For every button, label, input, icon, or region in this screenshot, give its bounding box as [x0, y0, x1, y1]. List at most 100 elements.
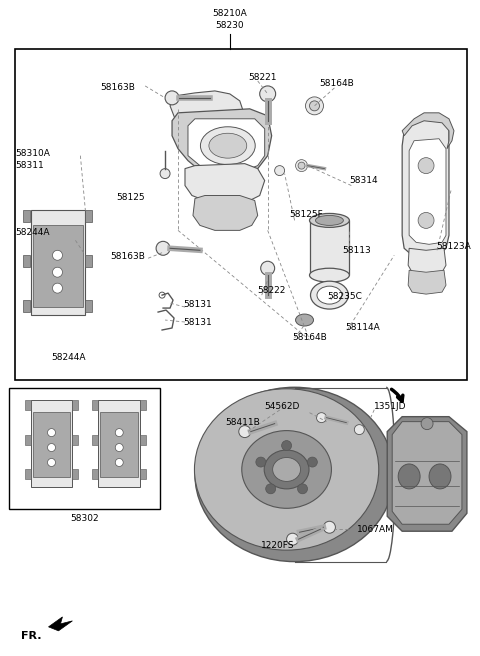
Text: 58311: 58311	[16, 161, 44, 170]
Text: 58222: 58222	[258, 286, 286, 295]
Text: 1220FS: 1220FS	[261, 541, 294, 550]
Ellipse shape	[429, 464, 451, 489]
Text: 58113: 58113	[342, 246, 371, 255]
Circle shape	[261, 261, 275, 276]
Polygon shape	[392, 422, 462, 524]
Circle shape	[316, 413, 326, 422]
Text: 58210A: 58210A	[213, 9, 247, 18]
Bar	[23, 255, 30, 267]
Text: 58125F: 58125F	[289, 211, 324, 220]
Bar	[72, 470, 78, 480]
Text: 58125: 58125	[117, 192, 145, 201]
Bar	[85, 255, 92, 267]
Circle shape	[52, 251, 62, 260]
Text: 58310A: 58310A	[16, 149, 50, 157]
Bar	[85, 300, 92, 312]
Circle shape	[298, 484, 308, 494]
Bar	[92, 434, 98, 445]
Circle shape	[354, 424, 364, 434]
Text: 1067AM: 1067AM	[357, 525, 394, 534]
Circle shape	[115, 428, 123, 437]
Bar	[92, 470, 98, 480]
Circle shape	[306, 97, 324, 115]
Circle shape	[52, 283, 62, 293]
Bar	[24, 400, 31, 410]
Text: 58230: 58230	[216, 21, 244, 30]
Ellipse shape	[242, 430, 331, 508]
Ellipse shape	[195, 387, 394, 562]
Text: 58302: 58302	[70, 514, 99, 523]
Bar	[24, 470, 31, 480]
Ellipse shape	[315, 215, 343, 226]
Bar	[310, 220, 349, 276]
Ellipse shape	[201, 127, 255, 165]
Circle shape	[418, 157, 434, 174]
Bar	[92, 400, 98, 410]
Text: 58131: 58131	[183, 300, 212, 309]
Polygon shape	[408, 249, 446, 274]
Bar	[15, 49, 467, 380]
Text: 58164B: 58164B	[320, 79, 354, 88]
Circle shape	[287, 533, 299, 545]
Text: 54562D: 54562D	[264, 401, 300, 411]
Text: FR.: FR.	[21, 631, 41, 641]
Polygon shape	[48, 617, 72, 631]
Circle shape	[310, 101, 320, 111]
Circle shape	[48, 443, 56, 451]
Ellipse shape	[310, 268, 349, 282]
Polygon shape	[185, 163, 264, 203]
Polygon shape	[409, 138, 446, 244]
Circle shape	[115, 443, 123, 451]
Bar	[140, 470, 146, 480]
Circle shape	[160, 169, 170, 178]
Ellipse shape	[264, 450, 309, 489]
Ellipse shape	[194, 389, 379, 550]
Polygon shape	[170, 91, 245, 133]
Text: 58314: 58314	[349, 176, 378, 184]
Text: 1351JD: 1351JD	[374, 401, 407, 411]
Text: 58244A: 58244A	[16, 228, 50, 237]
Circle shape	[159, 292, 165, 298]
Circle shape	[296, 159, 308, 172]
Bar	[31, 400, 72, 487]
Bar	[33, 412, 71, 478]
Bar	[23, 300, 30, 312]
Polygon shape	[408, 270, 446, 294]
Text: 58244A: 58244A	[51, 353, 86, 362]
Text: 58163B: 58163B	[110, 253, 145, 261]
Polygon shape	[188, 119, 264, 171]
Circle shape	[282, 441, 291, 451]
Circle shape	[256, 457, 266, 467]
Ellipse shape	[398, 464, 420, 489]
Circle shape	[418, 213, 434, 228]
Circle shape	[48, 459, 56, 466]
Circle shape	[298, 162, 305, 169]
Ellipse shape	[311, 281, 348, 309]
Text: 58164B: 58164B	[293, 333, 327, 342]
Circle shape	[115, 459, 123, 466]
Bar	[23, 211, 30, 222]
Text: 58235C: 58235C	[327, 292, 362, 301]
Bar	[9, 388, 160, 509]
Ellipse shape	[273, 457, 300, 482]
Text: 58411B: 58411B	[225, 418, 260, 426]
Circle shape	[266, 484, 276, 494]
Bar	[85, 211, 92, 222]
Bar	[72, 434, 78, 445]
Circle shape	[421, 418, 433, 430]
Circle shape	[48, 428, 56, 437]
Text: 58123A: 58123A	[436, 242, 471, 251]
Circle shape	[324, 522, 336, 533]
Circle shape	[275, 165, 285, 176]
Text: 58221: 58221	[249, 73, 277, 82]
Polygon shape	[172, 109, 272, 178]
Polygon shape	[402, 119, 449, 258]
Polygon shape	[387, 417, 467, 531]
Ellipse shape	[317, 286, 342, 304]
Bar	[100, 412, 138, 478]
Circle shape	[156, 241, 170, 255]
Ellipse shape	[296, 314, 313, 326]
Polygon shape	[193, 195, 258, 230]
Ellipse shape	[209, 133, 247, 158]
Text: 58114A: 58114A	[346, 323, 380, 332]
